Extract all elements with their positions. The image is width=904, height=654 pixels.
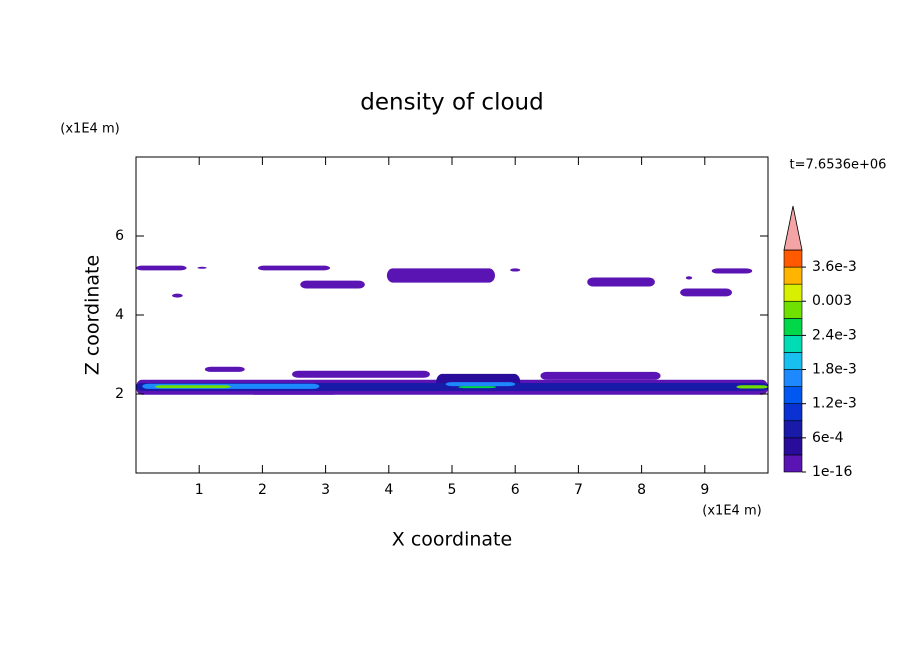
contour-patch — [172, 293, 183, 298]
contour-patch — [445, 382, 516, 387]
colorbar-segment — [783, 283, 803, 302]
colorbar-segment — [783, 266, 803, 285]
x-tick-label: 6 — [511, 482, 520, 498]
contour-patch — [154, 385, 231, 389]
x-unit: (x1E4 m) — [702, 504, 761, 519]
x-axis-label: X coordinate — [392, 529, 512, 551]
contour-patch — [587, 277, 655, 287]
colorbar-tick-label: 1.2e-3 — [812, 396, 857, 412]
x-tick-label: 4 — [384, 482, 393, 498]
contour-patch — [257, 265, 331, 271]
contour-patch — [540, 371, 661, 380]
colorbar-segment — [783, 335, 803, 353]
colorbar-tick-label: 1e-16 — [812, 464, 852, 480]
y-unit: (x1E4 m) — [60, 122, 119, 137]
contour-patch — [386, 268, 495, 283]
colorbar-segment — [783, 437, 803, 456]
colorbar-segment — [783, 386, 803, 404]
contour-patch — [711, 268, 753, 274]
colorbar-extension — [783, 205, 803, 251]
colorbar-tick-label: 2.4e-3 — [812, 327, 857, 343]
time-label: t=7.6536e+06 — [790, 158, 887, 173]
y-axis-label: Z coordinate — [82, 255, 104, 375]
plot-frame — [135, 156, 769, 474]
contour-patch — [510, 268, 521, 272]
chart-title: density of cloud — [360, 90, 543, 116]
x-tick-label: 3 — [321, 482, 330, 498]
colorbar-segment — [783, 300, 803, 319]
colorbar-tick-label: 6e-4 — [812, 430, 844, 446]
contour-patch — [292, 370, 430, 378]
contour-patch — [300, 280, 365, 289]
contour-patch — [136, 265, 187, 271]
colorbar-segment — [783, 403, 803, 422]
contour-patch — [197, 266, 207, 269]
colorbar-segment — [783, 249, 803, 268]
x-tick-label: 2 — [258, 482, 267, 498]
colorbar-segment — [783, 420, 803, 439]
x-tick-label: 7 — [574, 482, 583, 498]
contour-patch — [736, 385, 768, 389]
contour-patch — [685, 276, 693, 280]
x-tick-label: 9 — [700, 482, 709, 498]
colorbar-segment — [783, 318, 803, 336]
colorbar-segment — [783, 454, 803, 473]
colorbar-segment — [783, 369, 803, 387]
y-tick-label: 6 — [115, 228, 124, 244]
y-tick-label: 4 — [115, 307, 124, 323]
contour-patch — [458, 386, 497, 389]
contour-patch — [680, 288, 732, 297]
x-tick-label: 8 — [637, 482, 646, 498]
colorbar-tick-label: 3.6e-3 — [812, 259, 857, 275]
x-tick-label: 5 — [448, 482, 457, 498]
colorbar-segment — [783, 352, 803, 370]
contour-patch — [204, 366, 245, 372]
y-tick-label: 2 — [115, 386, 124, 402]
x-tick-label: 1 — [195, 482, 204, 498]
colorbar-tick-label: 0.003 — [812, 293, 852, 309]
colorbar-tick-label: 1.8e-3 — [812, 362, 857, 378]
